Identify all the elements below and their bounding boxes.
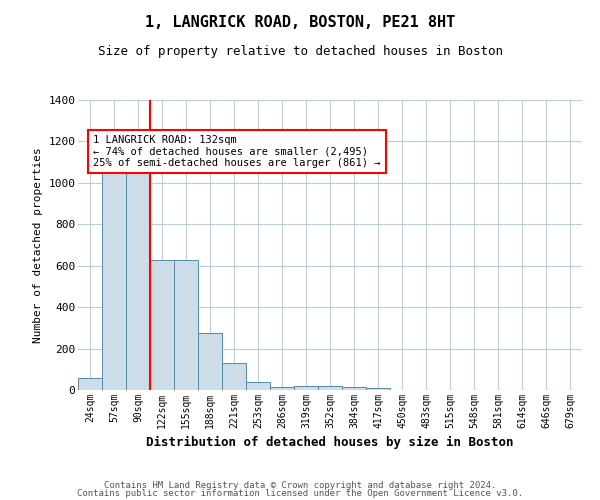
X-axis label: Distribution of detached houses by size in Boston: Distribution of detached houses by size … [146, 436, 514, 450]
Bar [246, 382, 270, 390]
Y-axis label: Number of detached properties: Number of detached properties [32, 147, 43, 343]
Bar [366, 388, 390, 390]
Bar [150, 260, 174, 390]
Text: Contains public sector information licensed under the Open Government Licence v3: Contains public sector information licen… [77, 488, 523, 498]
Bar [342, 387, 366, 390]
Text: 1, LANGRICK ROAD, BOSTON, PE21 8HT: 1, LANGRICK ROAD, BOSTON, PE21 8HT [145, 15, 455, 30]
Bar [78, 378, 102, 390]
Bar [318, 386, 342, 390]
Bar [222, 363, 246, 390]
Text: Contains HM Land Registry data © Crown copyright and database right 2024.: Contains HM Land Registry data © Crown c… [104, 481, 496, 490]
Bar [198, 333, 222, 390]
Bar [126, 131, 150, 390]
Bar [270, 387, 294, 390]
Bar [174, 260, 198, 390]
Text: Size of property relative to detached houses in Boston: Size of property relative to detached ho… [97, 45, 503, 58]
Bar [294, 386, 318, 390]
Text: 1 LANGRICK ROAD: 132sqm
← 74% of detached houses are smaller (2,495)
25% of semi: 1 LANGRICK ROAD: 132sqm ← 74% of detache… [93, 135, 380, 168]
Bar [102, 168, 126, 390]
